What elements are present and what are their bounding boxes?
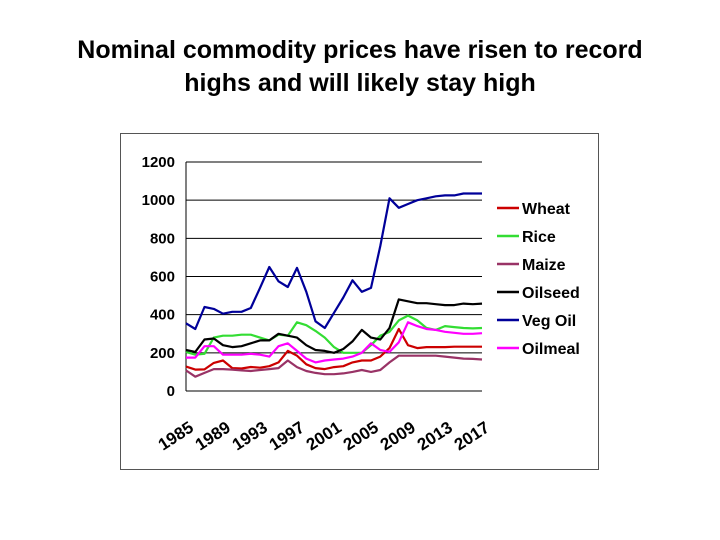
legend-label: Veg Oil (522, 313, 576, 330)
x-tick-label: 2005 (340, 418, 382, 455)
chart-legend: Wheat Rice Maize Oilseed Veg Oil Oilmeal (497, 201, 580, 358)
y-axis-ticks: 0 200 400 600 800 1000 1200 (142, 154, 175, 400)
y-tick-label: 600 (150, 269, 175, 286)
x-tick-label: 1997 (266, 418, 308, 455)
slide-title-line-1: Nominal commodity prices have risen to r… (77, 36, 643, 64)
x-tick-label: 1989 (192, 418, 234, 455)
y-tick-label: 0 (167, 383, 175, 400)
series-line-oilseed (185, 298, 483, 354)
x-tick-label: 2017 (451, 418, 493, 455)
legend-label: Maize (522, 257, 566, 274)
legend-label: Wheat (522, 201, 571, 218)
series-line-oilmeal (186, 321, 483, 364)
y-tick-label: 1000 (142, 192, 175, 209)
y-tick-label: 400 (150, 307, 175, 324)
chart-gridlines (186, 161, 482, 354)
y-tick-label: 200 (150, 345, 175, 362)
legend-label: Oilseed (522, 285, 580, 302)
x-tick-label: 2009 (377, 418, 419, 455)
slide-title-line-2: highs and will likely stay high (184, 69, 536, 97)
y-tick-label: 800 (150, 230, 175, 247)
y-tick-label: 1200 (142, 154, 175, 171)
x-tick-label: 2001 (303, 418, 345, 455)
x-tick-label: 1993 (229, 418, 271, 455)
chart-frame (120, 133, 599, 470)
chart-series (185, 192, 483, 378)
slide-title: Nominal commodity prices have risen to r… (0, 34, 720, 100)
series-line-maize (185, 354, 483, 378)
series-line-wheat (185, 327, 482, 371)
legend-label: Oilmeal (522, 341, 580, 358)
x-tick-label: 1985 (155, 418, 197, 455)
x-tick-label: 2013 (414, 418, 456, 455)
series-line-rice (185, 314, 483, 356)
series-line-veg-oil (185, 192, 482, 331)
legend-label: Rice (522, 229, 556, 246)
